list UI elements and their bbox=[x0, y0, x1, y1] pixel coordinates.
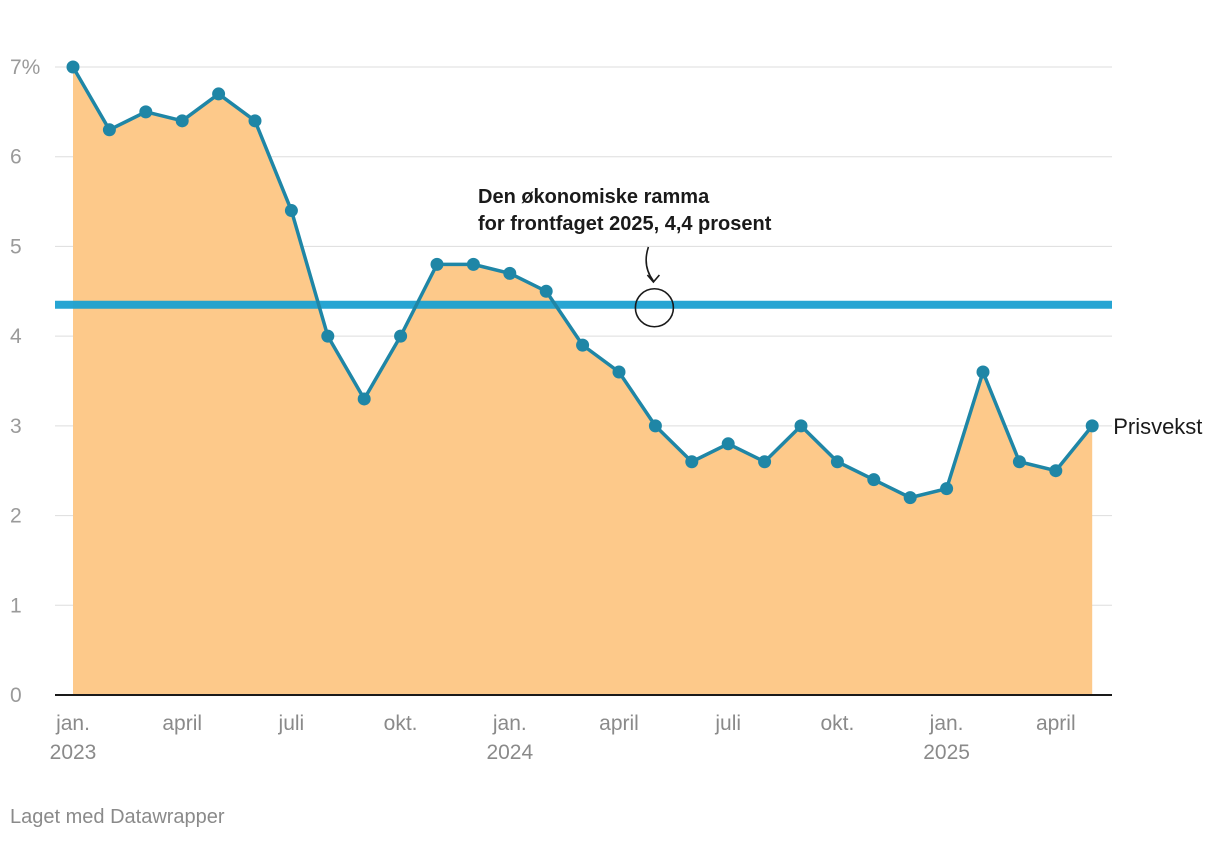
footer-credit: Laget med Datawrapper bbox=[10, 806, 225, 828]
x-tick-label: april bbox=[599, 712, 639, 735]
data-point bbox=[1012, 455, 1026, 469]
y-axis-ticks: 0 1 2 3 4 5 6 7% bbox=[10, 56, 40, 707]
y-tick-label: 4 bbox=[10, 325, 22, 348]
x-tick-label: okt. bbox=[820, 712, 854, 735]
annotation-arrow bbox=[645, 246, 655, 282]
y-tick-label: 2 bbox=[10, 505, 22, 528]
annotation-line-1: Den økonomiske ramma bbox=[478, 186, 710, 208]
y-tick-label: 0 bbox=[10, 684, 22, 707]
data-point bbox=[867, 473, 881, 487]
data-point bbox=[357, 392, 371, 406]
data-point bbox=[685, 455, 699, 469]
data-point bbox=[612, 365, 626, 379]
x-tick-label: april bbox=[162, 712, 202, 735]
data-point bbox=[394, 329, 408, 343]
y-tick-label: 1 bbox=[10, 594, 22, 617]
data-point bbox=[976, 365, 990, 379]
data-point bbox=[830, 455, 844, 469]
y-tick-label: 6 bbox=[10, 146, 22, 169]
data-point bbox=[758, 455, 772, 469]
annotation: Den økonomiske ramma for frontfaget 2025… bbox=[478, 186, 772, 328]
data-point bbox=[940, 482, 954, 496]
data-point bbox=[66, 60, 80, 74]
x-tick-label: juli bbox=[278, 712, 305, 735]
data-point bbox=[248, 114, 262, 128]
data-point bbox=[1049, 464, 1063, 478]
data-point bbox=[430, 257, 444, 271]
data-point bbox=[321, 329, 335, 343]
data-point bbox=[175, 114, 189, 128]
y-tick-label: 5 bbox=[10, 235, 22, 258]
y-tick-label: 7% bbox=[10, 56, 40, 79]
series-label: Prisvekst bbox=[1113, 414, 1202, 439]
x-tick-year: 2024 bbox=[486, 741, 533, 764]
data-point bbox=[576, 338, 590, 352]
data-point bbox=[721, 437, 735, 451]
data-point bbox=[794, 419, 808, 433]
x-tick-year: 2025 bbox=[923, 741, 970, 764]
x-tick-year: 2023 bbox=[50, 741, 97, 764]
annotation-line-2: for frontfaget 2025, 4,4 prosent bbox=[478, 213, 772, 235]
y-tick-label: 3 bbox=[10, 415, 22, 438]
data-point bbox=[1085, 419, 1099, 433]
x-tick-label: juli bbox=[714, 712, 741, 735]
area-fill bbox=[73, 67, 1093, 695]
data-point bbox=[212, 87, 226, 101]
data-point bbox=[503, 266, 517, 280]
data-point bbox=[139, 105, 153, 119]
data-point bbox=[466, 257, 480, 271]
x-tick-label: jan. bbox=[492, 712, 527, 735]
annotation-circle bbox=[634, 287, 675, 328]
x-tick-label: april bbox=[1036, 712, 1076, 735]
data-point bbox=[539, 284, 553, 298]
area-layer bbox=[73, 67, 1093, 695]
x-tick-label: okt. bbox=[384, 712, 418, 735]
x-tick-label: jan. bbox=[929, 712, 964, 735]
data-point bbox=[284, 204, 298, 218]
data-point bbox=[102, 123, 116, 137]
point-layer bbox=[66, 60, 1099, 505]
data-point bbox=[648, 419, 662, 433]
x-tick-label: jan. bbox=[55, 712, 90, 735]
x-axis-ticks: jan. 2023 april juli okt. jan. 2024 april juli ok… bbox=[50, 694, 1112, 764]
data-point bbox=[903, 491, 917, 505]
annotation-arrowhead bbox=[646, 274, 661, 284]
